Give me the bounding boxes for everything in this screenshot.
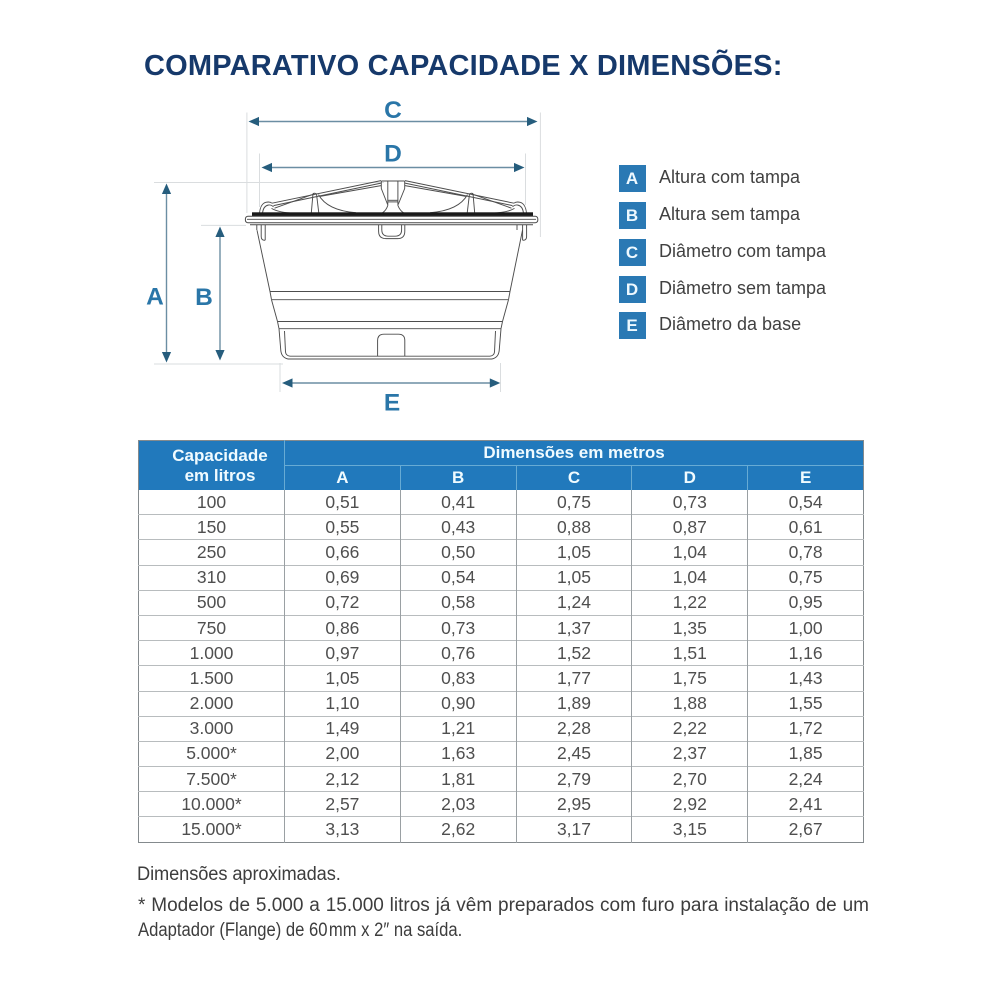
svg-text:D: D (384, 141, 402, 168)
svg-text:A: A (146, 284, 164, 311)
svg-text:C: C (384, 97, 402, 124)
svg-text:E: E (384, 390, 400, 417)
svg-text:B: B (195, 284, 213, 311)
